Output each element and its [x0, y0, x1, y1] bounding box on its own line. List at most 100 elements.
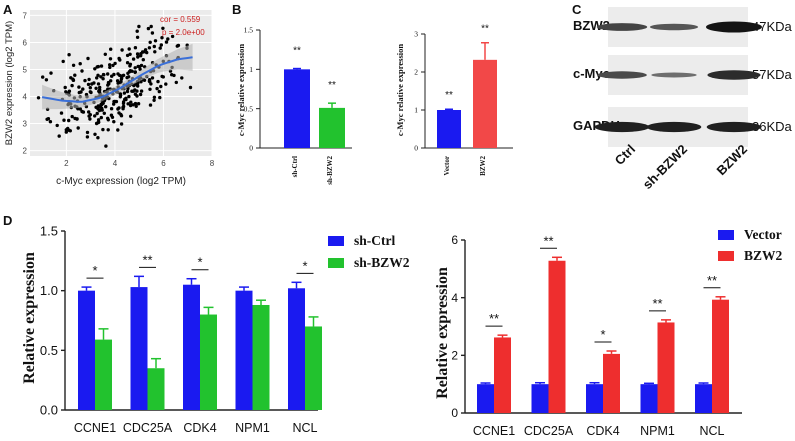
bar — [640, 384, 658, 413]
scatter-point — [180, 76, 184, 80]
scatter-point — [48, 120, 53, 124]
scatter-point — [93, 132, 97, 136]
scatter-point — [139, 89, 144, 93]
scatter-point — [98, 85, 102, 90]
scatter-point — [125, 61, 130, 65]
scatter-point — [121, 73, 126, 78]
bar — [288, 288, 305, 410]
scatter-point — [121, 100, 126, 104]
scatter-point — [111, 63, 115, 68]
scatter-point — [108, 57, 113, 61]
scatter-point — [78, 62, 82, 66]
y-tick-label: 2 — [414, 68, 418, 77]
scatter-point — [155, 86, 159, 91]
significance-label: * — [600, 327, 605, 342]
protein-band — [649, 23, 699, 31]
category-label: CDC25A — [524, 424, 574, 438]
y-axis-label: Relative expression — [434, 267, 451, 399]
x-axis-label: c-Myc expression (log2 TPM) — [56, 176, 186, 187]
band-size-label: 47KDa — [752, 19, 793, 34]
bar — [252, 304, 270, 410]
scatter-point — [118, 73, 122, 78]
legend-swatch — [328, 258, 344, 268]
scatter-point — [96, 118, 101, 122]
western-blot: BZW247KDac-Myc57KDaGAPDH36KDaCtrlsh-BZW2… — [573, 7, 793, 192]
scatter-point — [133, 46, 138, 50]
scatter-point — [139, 52, 143, 56]
y-axis-label: Relative expression — [21, 252, 38, 384]
bar-chart-d-left: Relative expression 0.00.51.01.5*CCNE1**… — [21, 224, 410, 435]
scatter-point — [117, 106, 121, 110]
scatter-point — [159, 84, 163, 89]
scatter-point — [129, 100, 133, 104]
scatter-point — [145, 50, 149, 55]
scatter-point — [85, 130, 90, 135]
legend-label: sh-Ctrl — [354, 233, 395, 248]
category-label: CCNE1 — [74, 421, 116, 435]
bar — [200, 314, 217, 410]
y-tick-label: 0 — [249, 144, 253, 153]
scatter-point — [71, 63, 76, 67]
scatter-point — [147, 46, 152, 50]
scatter-point — [36, 96, 41, 100]
scatter-point — [96, 136, 100, 140]
category-label: BZW2 — [479, 156, 487, 176]
y-tick-label: 0.5 — [244, 104, 254, 113]
category-label: CCNE1 — [473, 424, 515, 438]
x-tick-label: 8 — [210, 159, 215, 168]
scatter-point — [96, 82, 101, 86]
scatter-point — [127, 94, 131, 99]
significance-label: ** — [481, 24, 489, 35]
scatter-point — [70, 83, 74, 88]
scatter-point — [109, 107, 114, 111]
scatter-point — [134, 104, 138, 109]
scatter-point — [150, 76, 155, 80]
y-tick-label: 0 — [414, 144, 418, 153]
scatter-point — [125, 89, 130, 94]
scatter-point — [133, 70, 137, 75]
scatter-point — [63, 85, 67, 90]
category-label: NPM1 — [235, 421, 270, 435]
y-tick-label: 4 — [451, 291, 458, 305]
scatter-point — [88, 117, 92, 121]
scatter-point — [118, 95, 123, 99]
scatter-point — [135, 35, 140, 39]
significance-label: * — [92, 263, 97, 278]
scatter-point — [152, 44, 156, 49]
scatter-point — [66, 126, 70, 131]
scatter-point — [174, 80, 178, 85]
bar — [473, 59, 497, 149]
scatter-point — [85, 135, 90, 139]
scatter-point — [94, 121, 99, 126]
significance-label: * — [302, 258, 307, 273]
scatter-point — [101, 77, 105, 81]
scatter-point — [76, 126, 80, 130]
significance-label: ** — [328, 80, 336, 91]
scatter-point — [139, 80, 143, 84]
scatter-point — [109, 79, 113, 83]
scatter-point — [49, 71, 53, 75]
scatter-point — [96, 107, 100, 111]
y-tick-label: 3 — [414, 30, 418, 39]
scatter-point — [59, 111, 64, 115]
scatter-point — [95, 111, 99, 116]
bar — [78, 290, 95, 410]
scatter-point — [99, 64, 104, 68]
scatter-point — [152, 95, 157, 100]
legend-swatch — [328, 236, 344, 246]
scatter-point — [118, 92, 123, 96]
scatter-point — [127, 70, 132, 74]
bar — [183, 284, 200, 410]
scatter-point — [102, 111, 107, 116]
scatter-point — [93, 67, 97, 71]
scatter-point — [124, 97, 128, 102]
scatter-point — [148, 103, 153, 107]
scatter-point — [106, 116, 110, 121]
protein-band — [707, 70, 761, 80]
scatter-point — [133, 66, 137, 70]
scatter-point — [88, 86, 93, 90]
band-size-label: 57KDa — [752, 67, 793, 82]
scatter-point — [149, 82, 153, 86]
y-tick-label: 7 — [23, 11, 28, 20]
protein-band — [597, 71, 647, 79]
